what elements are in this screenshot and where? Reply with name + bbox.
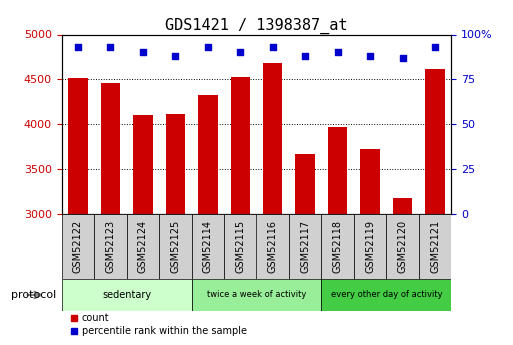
Text: GSM52124: GSM52124	[138, 220, 148, 273]
Point	[301, 53, 309, 59]
Point	[431, 44, 439, 50]
Bar	[166, 114, 185, 214]
Bar	[224, 214, 256, 279]
Text: GSM52116: GSM52116	[268, 220, 278, 273]
Bar	[94, 214, 127, 279]
Text: GSM52114: GSM52114	[203, 220, 213, 273]
Bar	[419, 214, 451, 279]
Bar	[393, 198, 412, 214]
Legend: count, percentile rank within the sample: count, percentile rank within the sample	[66, 309, 251, 340]
Bar	[322, 279, 451, 311]
Bar	[386, 214, 419, 279]
Text: twice a week of activity: twice a week of activity	[207, 290, 306, 299]
Bar	[191, 279, 322, 311]
Bar	[322, 214, 354, 279]
Text: GSM52122: GSM52122	[73, 220, 83, 273]
Bar	[101, 83, 120, 214]
Text: GSM52121: GSM52121	[430, 220, 440, 273]
Point	[74, 44, 82, 50]
Bar	[256, 214, 289, 279]
Bar	[159, 214, 191, 279]
Text: GSM52120: GSM52120	[398, 220, 408, 273]
Bar	[62, 214, 94, 279]
Text: GSM52119: GSM52119	[365, 220, 375, 273]
Bar	[198, 96, 218, 214]
Bar	[295, 154, 315, 214]
Bar	[191, 214, 224, 279]
Text: GSM52118: GSM52118	[333, 220, 343, 273]
Title: GDS1421 / 1398387_at: GDS1421 / 1398387_at	[165, 18, 348, 34]
Text: GSM52125: GSM52125	[170, 220, 180, 273]
Point	[236, 50, 244, 55]
Bar	[425, 69, 445, 214]
Point	[366, 53, 374, 59]
Bar	[68, 78, 88, 214]
Point	[269, 44, 277, 50]
Text: GSM52117: GSM52117	[300, 220, 310, 273]
Point	[333, 50, 342, 55]
Text: every other day of activity: every other day of activity	[331, 290, 442, 299]
Bar	[289, 214, 322, 279]
Text: GSM52123: GSM52123	[105, 220, 115, 273]
Text: sedentary: sedentary	[102, 290, 151, 300]
Text: protocol: protocol	[11, 290, 56, 300]
Text: GSM52115: GSM52115	[235, 220, 245, 273]
Point	[204, 44, 212, 50]
Point	[139, 50, 147, 55]
Bar	[354, 214, 386, 279]
Point	[106, 44, 114, 50]
Bar	[127, 214, 159, 279]
Point	[171, 53, 180, 59]
Bar	[230, 77, 250, 214]
Bar	[62, 279, 191, 311]
Bar	[361, 149, 380, 214]
Bar	[328, 127, 347, 214]
Point	[399, 55, 407, 61]
Bar	[133, 115, 152, 214]
Bar	[263, 63, 283, 214]
